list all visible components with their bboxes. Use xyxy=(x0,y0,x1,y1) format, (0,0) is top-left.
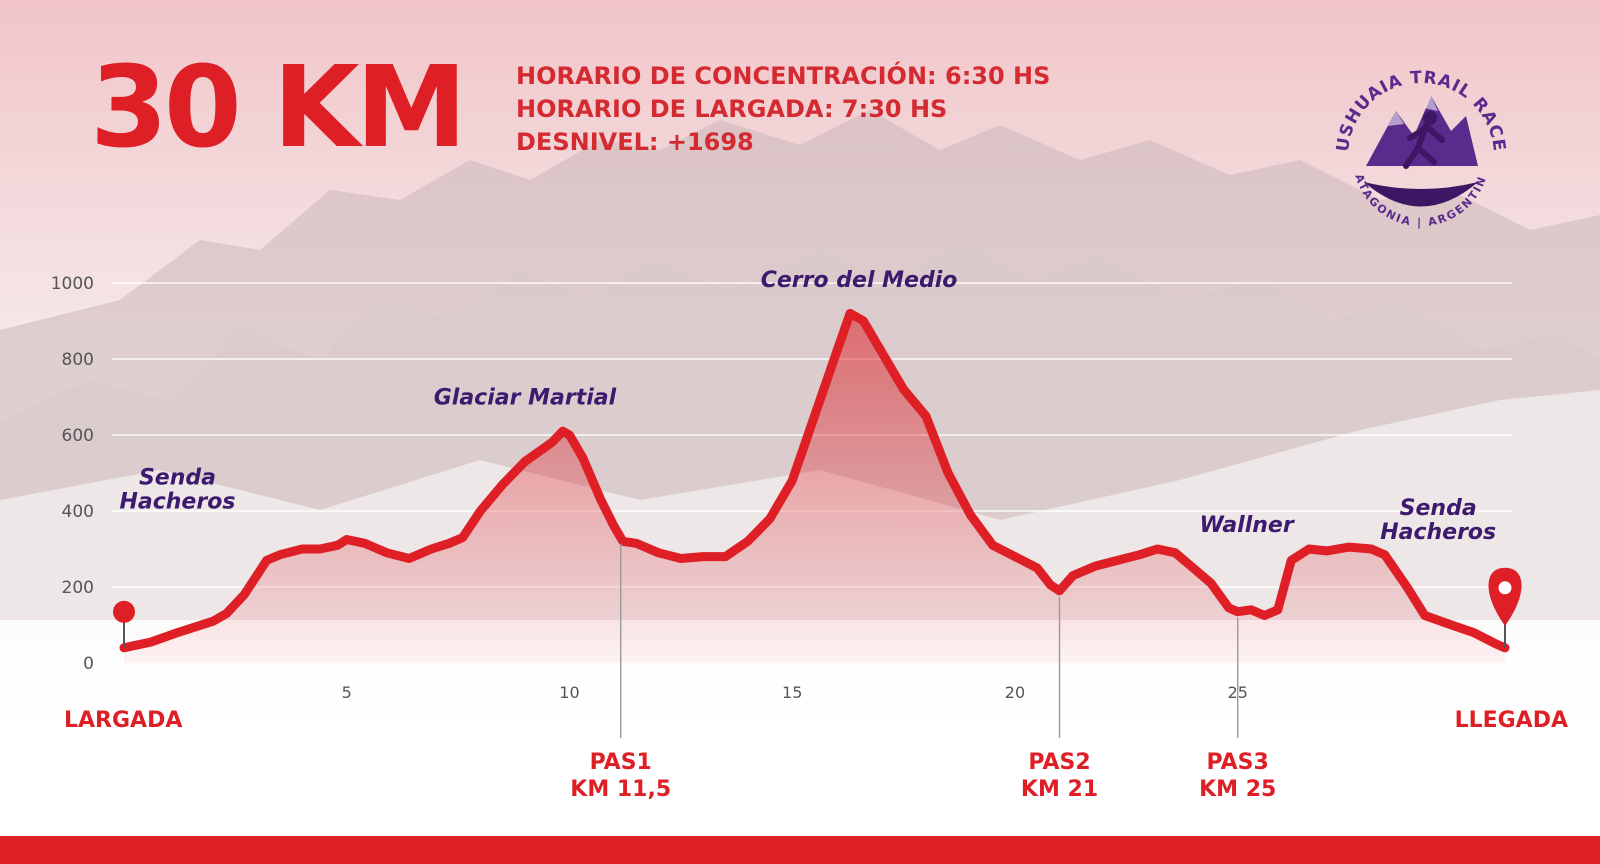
footer-bar xyxy=(0,836,1600,864)
checkpoint-label: PAS1 xyxy=(590,750,652,775)
elevation-line xyxy=(119,308,1510,653)
trail-runner-mountain-icon xyxy=(1364,96,1478,207)
checkpoint-km-label: KM 25 xyxy=(1199,777,1276,802)
ushuaia-trail-race-logo: USHUAIA TRAIL RACE PATAGONIA | ARGENTINA xyxy=(1326,56,1508,229)
checkpoint-km-label: KM 11,5 xyxy=(570,777,671,802)
elevation-area-fill xyxy=(124,313,1505,663)
place-annotation-line: Hacheros xyxy=(1380,520,1496,545)
y-tick-label: 0 xyxy=(83,654,94,674)
y-tick-label: 1000 xyxy=(51,274,94,294)
finish-pin-dot xyxy=(1498,581,1512,595)
y-tick-label: 400 xyxy=(62,502,94,522)
start-pin-icon xyxy=(113,600,135,623)
place-annotation-line: Senda xyxy=(1400,496,1477,521)
elevation-gain-text: DESNIVEL: +1698 xyxy=(516,128,754,156)
y-tick-label: 600 xyxy=(62,426,94,446)
checkpoint-km-label: KM 21 xyxy=(1021,777,1098,802)
place-annotation-senda-start: Senda Hacheros xyxy=(119,465,235,514)
place-annotation-line: Senda xyxy=(139,465,216,490)
place-annotation-line: Glaciar Martial xyxy=(434,386,617,411)
distance-title: 30 KM xyxy=(90,43,467,173)
start-label: LARGADA xyxy=(64,708,182,733)
place-annotation-line: Wallner xyxy=(1200,513,1295,538)
y-tick-label: 200 xyxy=(62,578,94,598)
x-tick-label: 10 xyxy=(559,683,579,702)
start-time-text: HORARIO DE LARGADA: 7:30 HS xyxy=(516,95,948,123)
finish-label: LLEGADA xyxy=(1455,708,1568,733)
x-tick-label: 20 xyxy=(1005,683,1025,702)
place-annotation-wallner: Wallner xyxy=(1200,513,1295,538)
place-annotation-cerro: Cerro del Medio xyxy=(761,268,958,293)
place-annotation-line: Cerro del Medio xyxy=(761,268,958,293)
place-annotation-line: Hacheros xyxy=(119,489,235,514)
checkpoint-label: PAS3 xyxy=(1207,750,1269,775)
x-tick-label: 15 xyxy=(782,683,802,702)
finish-pin-icon xyxy=(1488,567,1522,626)
checkpoint-label: PAS2 xyxy=(1028,750,1090,775)
y-tick-label: 800 xyxy=(62,350,94,370)
place-annotation-glaciar: Glaciar Martial xyxy=(434,386,617,411)
place-annotation-senda-end: Senda Hacheros xyxy=(1380,496,1496,545)
profile-area xyxy=(119,308,1510,663)
start-finish-markers: LARGADA LLEGADA xyxy=(64,567,1568,733)
concentration-time-text: HORARIO DE CONCENTRACIÓN: 6:30 HS xyxy=(516,62,1051,90)
x-tick-label: 5 xyxy=(342,683,352,702)
